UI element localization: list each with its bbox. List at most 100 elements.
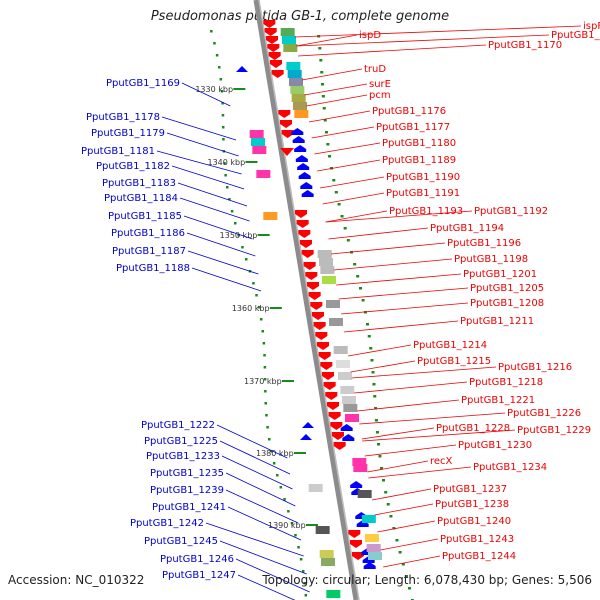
reverse-gene bbox=[327, 402, 339, 410]
forward-gene bbox=[292, 136, 305, 143]
gene-label: surE bbox=[369, 79, 391, 90]
skew-dot-outer bbox=[389, 515, 393, 518]
reverse-gene bbox=[330, 422, 343, 430]
leader-line bbox=[362, 429, 516, 442]
skew-dot-outer bbox=[324, 131, 328, 134]
backbone-highlight bbox=[258, 0, 360, 600]
forward-gene bbox=[302, 422, 314, 428]
leader-line bbox=[235, 558, 310, 593]
skew-dot-outer bbox=[365, 323, 369, 326]
skew-dot-inner bbox=[215, 54, 219, 57]
gene-label: ispD bbox=[359, 30, 381, 41]
gene-label: PputGB1_1188 bbox=[116, 263, 190, 274]
cog-block bbox=[317, 250, 332, 258]
reverse-gene bbox=[323, 382, 336, 390]
leader-line bbox=[361, 427, 435, 440]
skew-dot-outer bbox=[320, 71, 324, 74]
skew-dot-outer bbox=[372, 383, 376, 386]
cog-block bbox=[251, 138, 265, 146]
skew-dot-inner bbox=[262, 342, 266, 345]
gene-label: PputGB1_1182 bbox=[96, 161, 170, 172]
forward-gene bbox=[300, 182, 313, 189]
gene-label: PputGB1_1177 bbox=[376, 122, 450, 133]
cog-block bbox=[319, 258, 333, 266]
reverse-gene bbox=[300, 240, 312, 248]
skew-dot-outer bbox=[326, 143, 330, 146]
skew-dot-outer bbox=[337, 203, 341, 206]
leader-line bbox=[336, 273, 462, 286]
kbp-tick-label: 1370 kbp bbox=[244, 377, 282, 386]
leader-line bbox=[374, 503, 434, 516]
gene-label: PputGB1_1238 bbox=[435, 499, 509, 510]
accession-text: Accession: NC_010322 bbox=[8, 573, 145, 587]
reverse-gene bbox=[328, 412, 341, 420]
leader-line bbox=[359, 412, 506, 425]
cog-block bbox=[294, 110, 309, 118]
forward-gene bbox=[363, 562, 376, 569]
cog-block bbox=[340, 386, 355, 394]
reverse-gene bbox=[298, 230, 311, 238]
skew-dot-inner bbox=[287, 510, 290, 513]
leader-line bbox=[183, 215, 253, 240]
skew-dot-inner bbox=[237, 234, 240, 237]
leader-line bbox=[330, 242, 446, 255]
kbp-tick-label: 1340 kbp bbox=[208, 158, 246, 167]
skew-dot-inner bbox=[210, 30, 213, 33]
leader-line bbox=[328, 227, 429, 240]
skew-dot-outer bbox=[375, 431, 379, 434]
skew-dot-inner bbox=[257, 306, 261, 309]
gene-label: PputGB1_1214 bbox=[413, 340, 487, 351]
reverse-gene bbox=[322, 372, 334, 380]
gene-label: PputGB1_1235 bbox=[150, 468, 224, 479]
leader-line bbox=[350, 360, 416, 373]
gene-label: PputGB1_1230 bbox=[458, 440, 532, 451]
skew-dot-outer bbox=[374, 419, 378, 422]
forward-gene bbox=[291, 128, 304, 135]
reverse-gene bbox=[320, 362, 333, 370]
skew-dot-outer bbox=[398, 551, 402, 554]
reverse-gene bbox=[307, 282, 319, 290]
skew-dot-outer bbox=[382, 479, 386, 482]
skew-dot-outer bbox=[392, 527, 396, 530]
gene-label: PputGB1_1198 bbox=[454, 254, 528, 265]
skew-dot-inner bbox=[223, 162, 226, 165]
cog-block bbox=[289, 78, 303, 86]
leader-line bbox=[301, 68, 363, 81]
map-title: Pseudomonas putida GB-1, complete genome bbox=[150, 9, 450, 24]
gene-label: PputGB1_1242 bbox=[130, 518, 204, 529]
leader-line bbox=[322, 192, 385, 205]
leader-line bbox=[306, 94, 368, 107]
leader-line bbox=[221, 455, 293, 490]
leader-line bbox=[308, 110, 371, 123]
skew-dot-inner bbox=[297, 546, 300, 549]
skew-dot-inner bbox=[263, 378, 267, 381]
skew-dot-outer bbox=[323, 119, 327, 122]
kbp-tick-label: 1360 kbp bbox=[232, 304, 270, 313]
leader-line bbox=[225, 489, 299, 524]
reverse-gene bbox=[308, 292, 321, 300]
reverse-gene bbox=[352, 552, 364, 560]
gene-label: PputGB1_1187 bbox=[112, 246, 186, 257]
cog-block bbox=[326, 300, 340, 308]
skew-dot-outer bbox=[367, 335, 371, 338]
kbp-tick-label: 1390 kbp bbox=[268, 521, 306, 530]
skew-dot-outer bbox=[343, 227, 347, 230]
gene-label: PputGB1_1237 bbox=[433, 484, 507, 495]
gene-label: PputGB1_1169 bbox=[106, 78, 180, 89]
cog-block bbox=[315, 526, 330, 534]
skew-dot-inner bbox=[221, 126, 225, 129]
cog-block bbox=[333, 346, 348, 354]
leader-line bbox=[340, 302, 469, 315]
cog-block bbox=[256, 170, 271, 178]
cog-block bbox=[322, 276, 336, 284]
reverse-gene bbox=[264, 28, 277, 36]
reverse-gene bbox=[263, 20, 276, 28]
leader-line bbox=[338, 287, 469, 300]
cog-block bbox=[361, 515, 376, 523]
skew-dot-inner bbox=[272, 462, 276, 465]
cog-block bbox=[293, 102, 307, 110]
reverse-gene bbox=[332, 432, 344, 440]
gene-label: PputGB1_1170 bbox=[488, 40, 562, 51]
